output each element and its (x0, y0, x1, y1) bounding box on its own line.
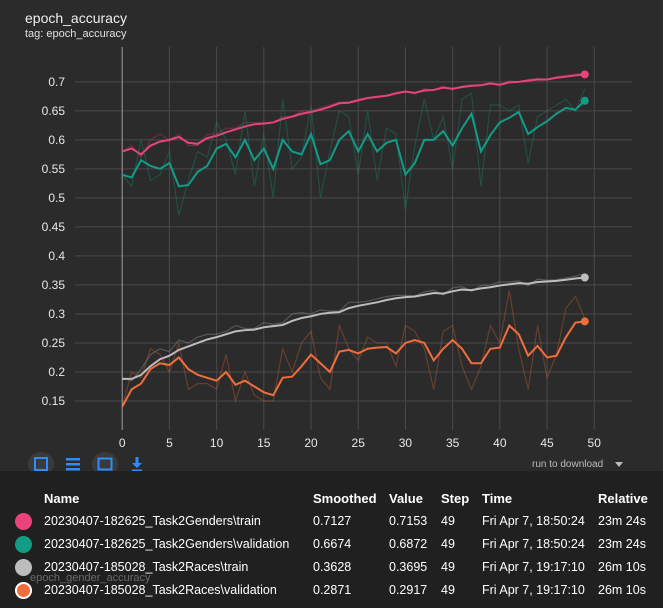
row-step: 49 (441, 537, 455, 551)
row-relative: 26m 10s (598, 560, 646, 574)
row-time: Fri Apr 7, 19:17:10 (482, 583, 585, 597)
row-value: 0.3695 (389, 560, 428, 574)
expand-icon (97, 457, 113, 471)
series-end-point (580, 70, 589, 79)
y-tick-label: 0.5 (48, 191, 65, 205)
header-smoothed: Smoothed (313, 491, 377, 506)
header-value: Value (389, 491, 423, 506)
data-table (0, 471, 663, 608)
series-smoothed-line (121, 73, 585, 156)
row-smoothed: 0.7127 (313, 514, 352, 528)
download-icon (132, 457, 142, 472)
chart-tag: tag: epoch_accuracy (25, 28, 127, 40)
row-time: Fri Apr 7, 18:50:24 (482, 514, 585, 528)
y-tick-label: 0.6 (48, 133, 65, 147)
row-relative: 23m 24s (598, 514, 646, 528)
row-name: 20230407-182625_Task2Genders\train (44, 514, 261, 528)
series-raw-line (121, 89, 586, 216)
y-tick-label: 0.7 (48, 75, 65, 89)
series-smoothed-line (121, 100, 586, 188)
x-tick-label: 35 (446, 436, 460, 450)
header-time: Time (482, 491, 513, 506)
fit-domain-icon (34, 457, 48, 471)
x-tick-label: 0 (119, 436, 126, 450)
y-tick-label: 0.15 (42, 394, 66, 408)
row-value: 0.6872 (389, 537, 428, 551)
toggle-log-scale-button[interactable] (60, 452, 86, 476)
run-to-download-select[interactable]: run to download (532, 459, 604, 470)
run-color-dot (15, 536, 32, 553)
x-tick-label: 15 (257, 436, 271, 450)
row-name: 20230407-182625_Task2Genders\validation (44, 537, 290, 551)
row-smoothed: 0.3628 (313, 560, 352, 574)
x-tick-label: 10 (210, 436, 224, 450)
y-tick-label: 0.45 (42, 220, 66, 234)
run-color-dot (15, 559, 32, 576)
chart-title: epoch_accuracy (25, 10, 127, 26)
x-tick-label: 25 (352, 436, 366, 450)
y-tick-label: 0.65 (42, 104, 66, 118)
x-tick-label: 40 (493, 436, 507, 450)
chevron-down-icon[interactable] (615, 462, 623, 467)
x-tick-label: 20 (304, 436, 318, 450)
row-name: 20230407-185028_Task2Races\train (44, 560, 249, 574)
row-value: 0.7153 (389, 514, 428, 528)
header-step: Step (441, 491, 470, 506)
y-tick-label: 0.55 (42, 162, 66, 176)
row-name: 20230407-185028_Task2Races\validation (44, 583, 277, 597)
series-end-point (580, 96, 589, 105)
download-button[interactable] (124, 452, 150, 476)
list-icon (66, 458, 80, 471)
row-relative: 23m 24s (598, 537, 646, 551)
y-tick-label: 0.2 (48, 365, 65, 379)
row-smoothed: 0.6674 (313, 537, 352, 551)
series-smoothed-line (121, 320, 585, 408)
series-end-point (580, 273, 589, 282)
y-tick-label: 0.35 (42, 278, 66, 292)
run-color-dot (15, 513, 32, 530)
row-step: 49 (441, 560, 455, 574)
row-relative: 26m 10s (598, 583, 646, 597)
row-smoothed: 0.2871 (313, 583, 352, 597)
x-tick-label: 5 (166, 436, 173, 450)
row-time: Fri Apr 7, 18:50:24 (482, 537, 585, 551)
accuracy-chart[interactable]: 0.15 0.2 0.25 0.3 0.35 0.4 0.45 0.5 0.55 0.6 0.65 0… (0, 0, 663, 470)
y-tick-label: 0.4 (48, 249, 65, 263)
x-tick-label: 50 (588, 436, 602, 450)
ghost-card-title: epoch_gender_accuracy (30, 572, 151, 584)
y-tick-label: 0.25 (42, 336, 66, 350)
series-raw-line (121, 290, 586, 407)
series-raw-line (122, 273, 585, 382)
series-smoothed-line (122, 276, 585, 380)
x-tick-label: 45 (540, 436, 554, 450)
row-time: Fri Apr 7, 19:17:10 (482, 560, 585, 574)
row-step: 49 (441, 583, 455, 597)
y-tick-label: 0.3 (48, 307, 65, 321)
run-color-dot (15, 582, 32, 599)
header-name: Name (44, 491, 80, 506)
row-step: 49 (441, 514, 455, 528)
row-value: 0.2917 (389, 583, 428, 597)
series-end-point (580, 317, 589, 326)
header-relative: Relative (598, 491, 648, 506)
x-tick-label: 30 (399, 436, 413, 450)
